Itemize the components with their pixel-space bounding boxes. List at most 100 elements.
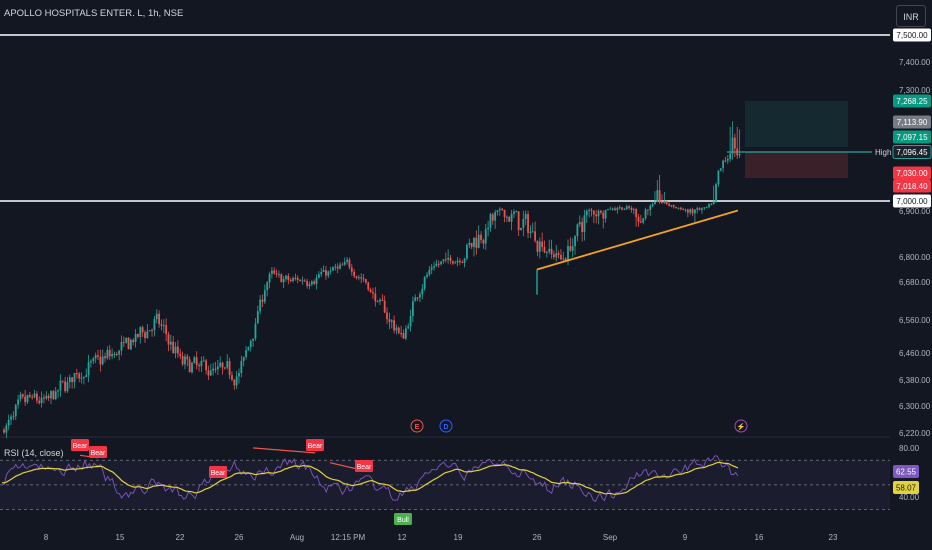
candle: [327, 270, 330, 279]
candle-body: [440, 261, 442, 265]
candle-body: [350, 267, 353, 272]
high-line-label: High: [875, 148, 891, 157]
candle: [346, 257, 348, 265]
candle-body: [235, 376, 238, 386]
candle-body: [141, 327, 144, 333]
candle: [550, 239, 553, 259]
candle: [400, 325, 403, 338]
candle: [85, 368, 88, 378]
candle-body: [545, 251, 548, 253]
price-tag-label: 7,018.40: [896, 182, 928, 191]
candle-body: [564, 258, 567, 262]
candle-body: [92, 358, 95, 362]
candle-body: [336, 266, 339, 269]
candle-body: [33, 393, 36, 398]
candle: [381, 294, 384, 301]
candle-body: [412, 301, 414, 317]
candle: [621, 207, 623, 211]
candle: [90, 359, 92, 368]
candle: [238, 368, 240, 384]
candle-body: [101, 356, 104, 365]
candle: [301, 276, 304, 285]
candle-body: [240, 360, 243, 374]
candle: [520, 227, 522, 231]
flash-event-glyph: ⚡: [737, 422, 746, 431]
candle-body: [498, 208, 501, 211]
candle: [545, 250, 548, 258]
candle: [374, 287, 377, 307]
candle-body: [169, 341, 172, 345]
candle: [224, 366, 226, 370]
candle: [722, 159, 724, 173]
candle-body: [28, 394, 31, 397]
candle-body: [322, 270, 325, 272]
candle: [632, 207, 635, 215]
candle: [583, 209, 586, 241]
candle: [139, 326, 142, 344]
candle: [202, 356, 205, 362]
candle: [402, 329, 405, 339]
candle: [675, 206, 677, 209]
candle-body: [212, 368, 215, 371]
currency-button[interactable]: INR: [896, 5, 926, 27]
candle-body: [266, 282, 269, 291]
candle: [207, 365, 210, 381]
candle: [670, 204, 673, 208]
candle: [188, 356, 191, 373]
candle-body: [120, 341, 123, 351]
candle-body: [369, 289, 372, 293]
candle-body: [75, 373, 78, 375]
candle-body: [289, 279, 292, 282]
candle: [47, 393, 50, 402]
candle: [548, 239, 551, 255]
candle-body: [87, 362, 90, 376]
candle-body: [193, 357, 196, 363]
rsi-value-label: 62.55: [896, 468, 917, 477]
candle: [665, 200, 668, 206]
candle-body: [125, 337, 128, 343]
candle: [54, 386, 57, 401]
candle-body: [216, 366, 219, 370]
candle-body: [296, 278, 299, 280]
candle: [12, 411, 15, 421]
candle-body: [597, 210, 600, 217]
candle: [531, 222, 534, 233]
candle-body: [191, 362, 193, 373]
candle: [125, 337, 128, 344]
candle-body: [562, 258, 565, 260]
candle-body: [160, 324, 163, 326]
candle: [661, 194, 663, 204]
candle-body: [122, 341, 125, 343]
candle: [336, 263, 339, 274]
candle: [38, 396, 41, 405]
price-tag-label: 7,000.00: [896, 197, 928, 206]
candle: [524, 210, 527, 226]
candle: [179, 348, 182, 360]
candle-body: [106, 349, 109, 359]
candle-body: [428, 269, 431, 275]
candle: [414, 294, 417, 302]
candle-body: [449, 257, 452, 262]
candle-body: [59, 380, 62, 391]
candle: [698, 207, 701, 211]
candle: [78, 371, 81, 383]
y-tick-label: 6,300.00: [899, 402, 931, 411]
candle-body: [684, 209, 687, 211]
candle-body: [301, 280, 304, 282]
candle: [315, 274, 318, 290]
candle: [604, 209, 607, 223]
candle: [137, 333, 139, 339]
candle: [28, 391, 31, 399]
candle: [393, 315, 395, 334]
candle-body: [181, 355, 184, 365]
candle: [649, 203, 652, 217]
price-tag: 7,030.00: [893, 166, 931, 180]
candle: [181, 351, 184, 366]
price-tag-label: 7,500.00: [896, 31, 928, 40]
candle-body: [701, 208, 703, 210]
candle: [379, 297, 381, 305]
candle: [289, 277, 292, 283]
candle-body: [724, 160, 727, 162]
candle: [461, 260, 464, 264]
